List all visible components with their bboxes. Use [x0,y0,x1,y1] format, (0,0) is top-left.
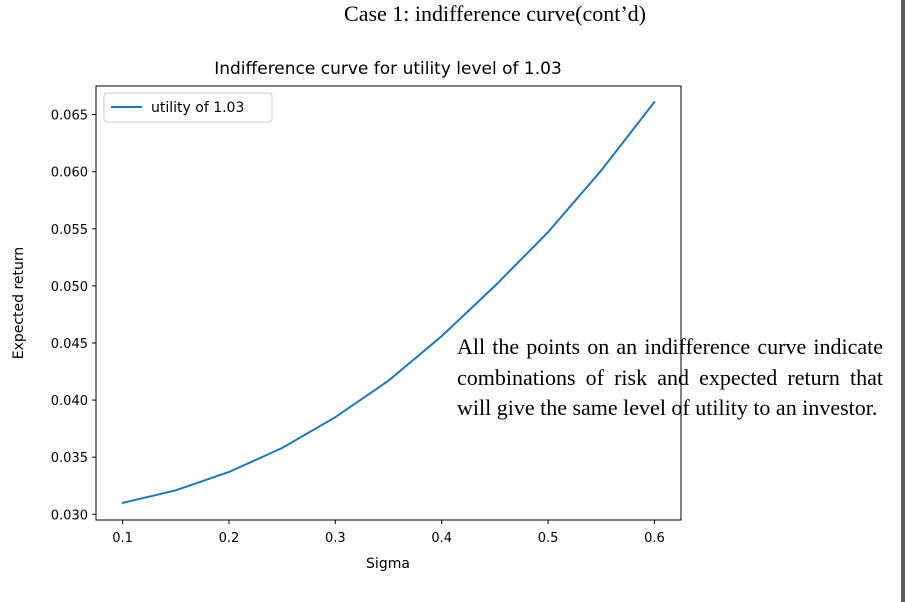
series-point [600,169,603,172]
series-point [653,100,656,103]
series-points [121,100,656,504]
page-edge [901,0,905,602]
plot-frame [95,85,682,521]
legend: utility of 1.03 [103,92,273,123]
y-tick-label: 0.065 [51,109,88,124]
x-tick-label: 0.4 [431,531,452,546]
series-point [440,335,443,338]
series-point [281,447,284,450]
y-tick-label: 0.035 [51,451,88,466]
y-tick-label: 0.060 [51,166,88,181]
legend-box [103,92,273,123]
series-point [334,416,337,419]
series-point [387,379,390,382]
x-tick-label: 0.3 [325,531,346,546]
y-tick-label: 0.050 [51,280,88,295]
series-point [121,501,124,504]
series-point [227,471,230,474]
chart-title: Indifference curve for utility level of … [214,59,562,79]
y-tick-label: 0.055 [51,223,88,238]
y-axis-label: Expected return [11,247,27,360]
axis-ticks: 0.1 0.2 0.3 0.4 0.5 0.6 0.030 0.035 0.040 0.045 0.… [51,109,665,546]
x-tick-label: 0.2 [219,531,240,546]
x-tick-label: 0.5 [538,531,559,546]
x-tick-label: 0.6 [644,531,665,546]
series-point [547,231,550,234]
slide-title: Case 1: indifference curve(cont’d) [344,1,646,26]
legend-label: utility of 1.03 [151,100,244,116]
series-line-utility [122,101,656,504]
y-tick-label: 0.030 [51,508,88,523]
series-point [174,489,177,492]
y-tick-label: 0.040 [51,394,88,409]
x-tick-label: 0.1 [112,531,133,546]
series-point [493,284,496,287]
x-axis-label: Sigma [366,556,410,572]
y-tick-label: 0.045 [51,337,88,352]
explanation-note: All the points on an indifference curve … [457,334,883,420]
